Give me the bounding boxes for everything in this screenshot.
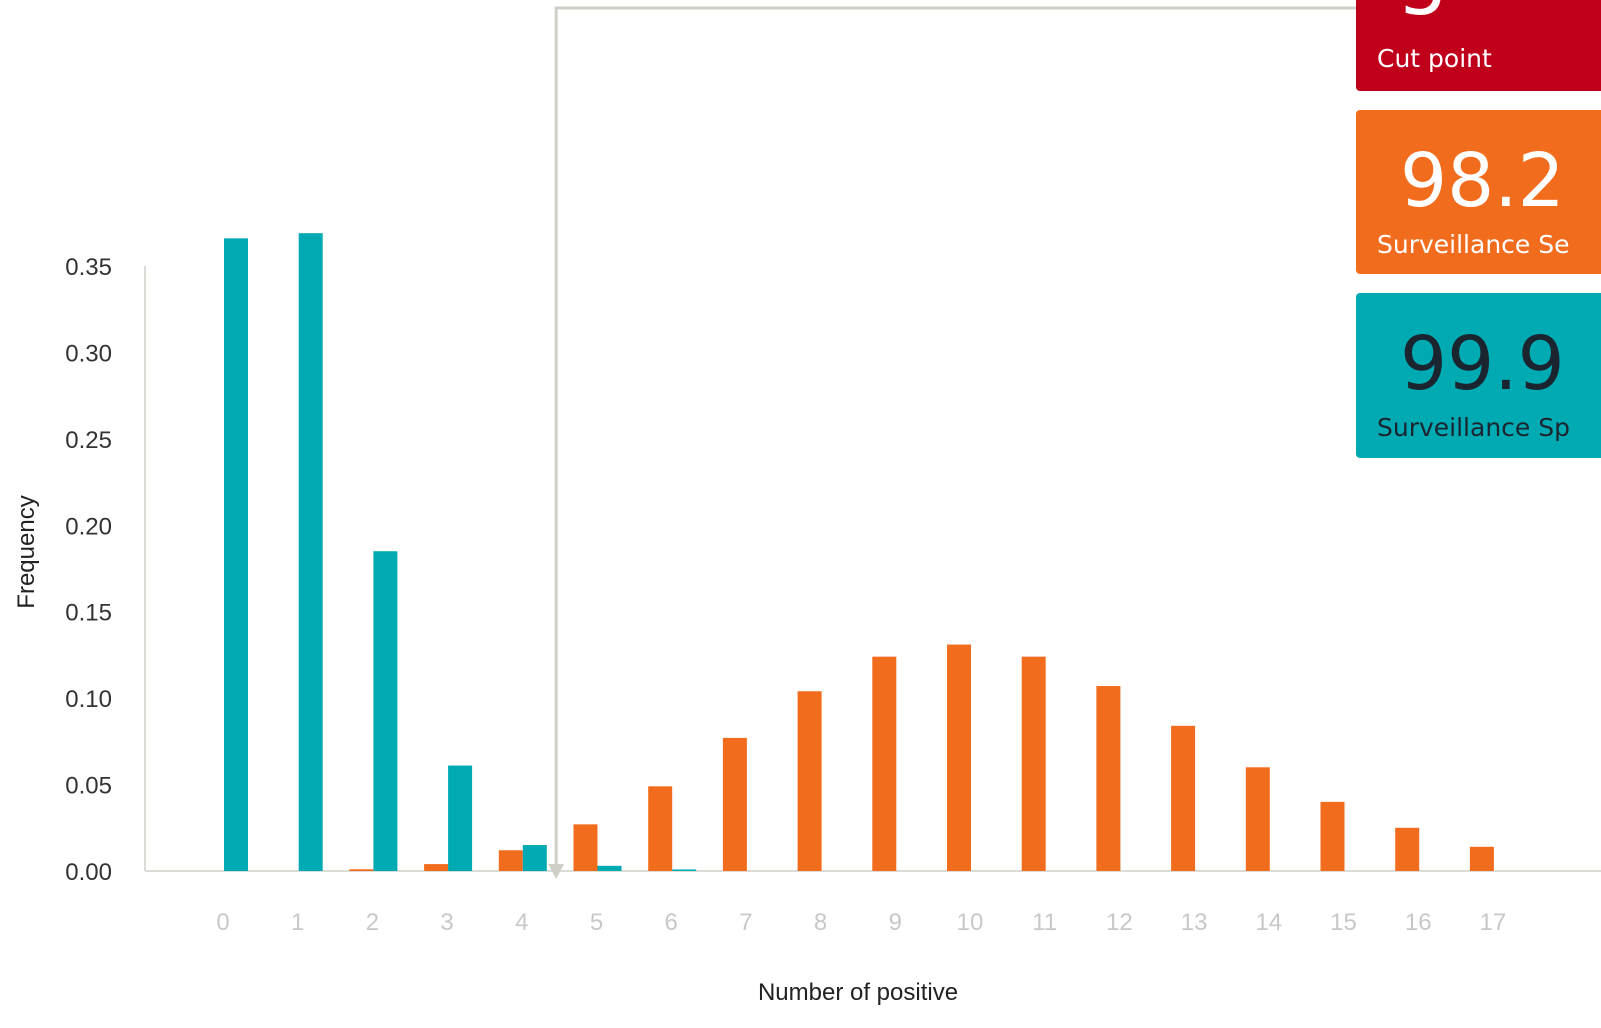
y-tick-label: 0.35	[65, 254, 112, 281]
x-tick-label: 9	[889, 909, 902, 936]
y-tick-label: 0.25	[65, 427, 112, 454]
bar	[947, 644, 971, 871]
bars	[224, 233, 1494, 872]
specificity-value: 99.9	[1400, 321, 1565, 407]
cut-point-value: 5	[1400, 0, 1447, 26]
cut-point-arrow-icon[interactable]	[548, 864, 565, 879]
bar	[424, 864, 449, 871]
y-tick-label: 0.30	[65, 340, 112, 367]
y-tick-label: 0.20	[65, 513, 112, 540]
bar	[373, 551, 398, 871]
bar	[797, 691, 822, 871]
sensitivity-value: 98.2	[1400, 138, 1565, 224]
specificity-label: Surveillance Sp	[1377, 413, 1570, 442]
x-tick-label: 5	[590, 909, 603, 936]
y-tick-label: 0.15	[65, 600, 112, 627]
bar	[1395, 827, 1420, 871]
bar	[1096, 686, 1121, 871]
x-axis-title: Number of positive	[758, 979, 958, 1006]
y-axis: 0.00 0.05 0.10 0.15 0.20 0.25 0.30 0.35	[65, 254, 146, 886]
x-tick-label: 1	[291, 909, 304, 936]
x-tick-label: 16	[1405, 909, 1432, 936]
bar	[349, 869, 374, 871]
y-tick-label: 0.00	[65, 859, 112, 886]
x-axis: 0 1 2 3 4 5 6 7 8 9 10 11 12 13 14 15 16 17	[145, 870, 1601, 936]
bar	[298, 233, 323, 871]
x-tick-label: 2	[366, 909, 379, 936]
bar	[522, 845, 547, 871]
bar	[597, 865, 622, 871]
x-tick-label: 15	[1330, 909, 1357, 936]
bar	[722, 737, 747, 871]
bar	[498, 850, 523, 871]
cut-point-label: Cut point	[1377, 44, 1492, 73]
x-tick-label: 4	[515, 909, 528, 936]
x-tick-label: 8	[814, 909, 827, 936]
x-tick-label: 12	[1106, 909, 1133, 936]
x-tick-label: 0	[216, 909, 229, 936]
bar	[1320, 801, 1345, 871]
x-tick-label: 6	[665, 909, 678, 936]
bar	[1245, 767, 1270, 871]
bar	[448, 765, 473, 871]
y-axis-title: Frequency	[13, 495, 40, 608]
bar	[648, 786, 673, 871]
bar	[672, 869, 697, 871]
cut-point-marker[interactable]	[548, 6, 1360, 879]
bar	[872, 656, 897, 871]
x-tick-label: 14	[1255, 909, 1282, 936]
cut-point-line[interactable]	[554, 6, 1360, 871]
sensitivity-card: 98.2 Surveillance Se	[1356, 110, 1601, 274]
cut-point-card: 5 Cut point	[1356, 0, 1601, 91]
x-tick-label: 3	[440, 909, 453, 936]
sensitivity-label: Surveillance Se	[1377, 230, 1570, 259]
x-tick-label: 11	[1032, 909, 1057, 936]
bar	[573, 824, 598, 871]
y-tick-label: 0.10	[65, 686, 112, 713]
x-tick-label: 17	[1480, 909, 1507, 936]
bar	[1021, 656, 1046, 871]
x-tick-label: 10	[957, 909, 984, 936]
x-tick-label: 7	[739, 909, 752, 936]
bar	[224, 238, 248, 872]
bar	[1171, 725, 1196, 871]
y-tick-label: 0.05	[65, 773, 112, 800]
x-tick-label: 13	[1181, 909, 1208, 936]
specificity-card: 99.9 Surveillance Sp	[1356, 293, 1601, 458]
bar	[1469, 846, 1494, 871]
